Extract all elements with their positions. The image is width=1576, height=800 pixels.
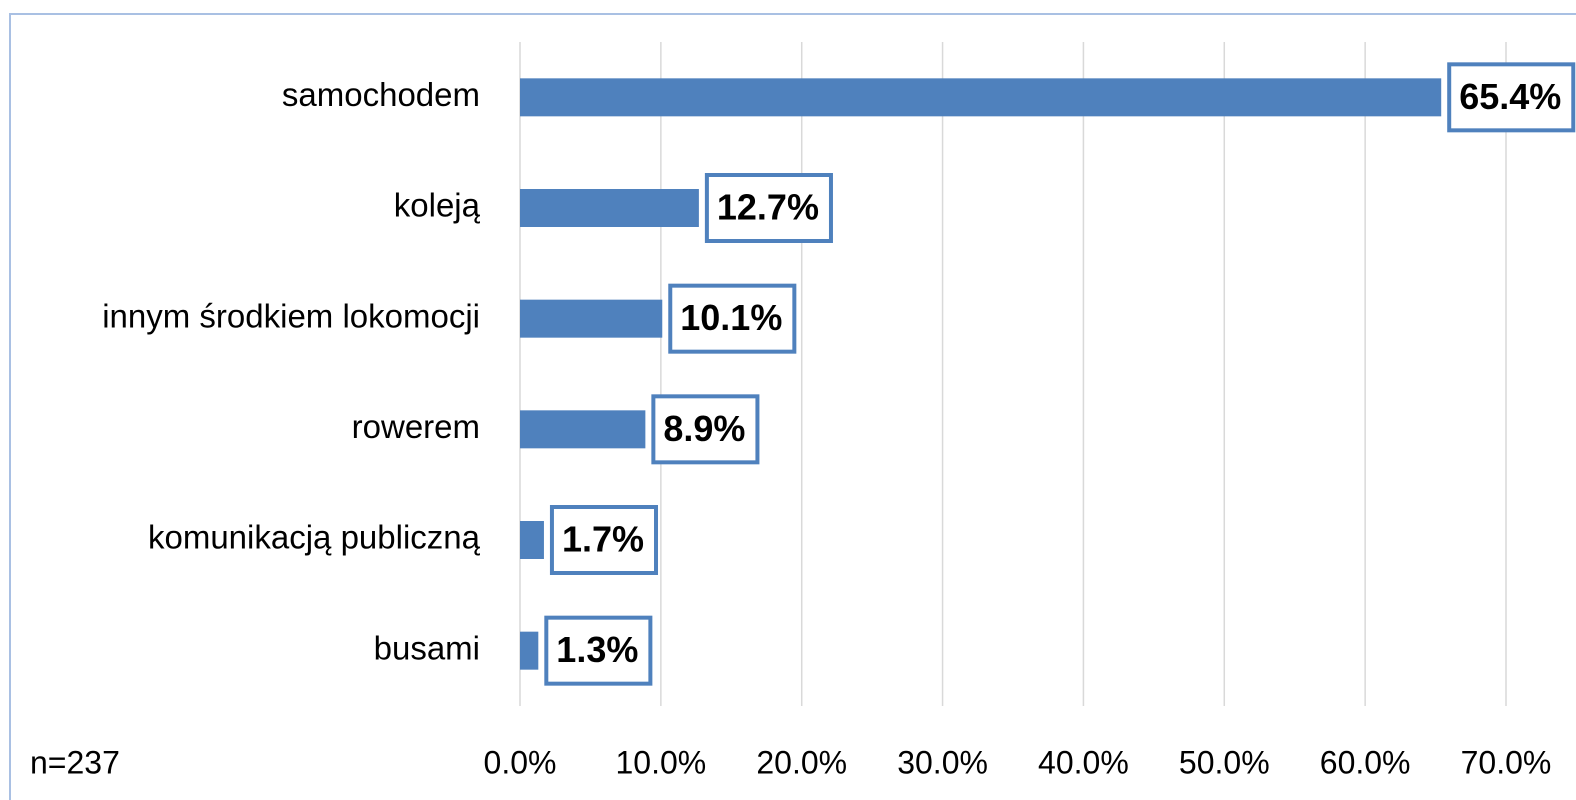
value-label-box xyxy=(544,615,653,686)
x-tick-label: 0.0% xyxy=(484,744,557,780)
chart-frame xyxy=(9,13,1576,800)
value-label-box xyxy=(1447,62,1576,133)
value-label: 8.9% xyxy=(663,408,745,449)
value-label: 10.1% xyxy=(680,297,782,338)
y-tick-label: busami xyxy=(374,629,480,666)
bar xyxy=(520,299,663,338)
y-tick-label: samochodem xyxy=(282,76,480,113)
value-label: 65.4% xyxy=(1459,76,1561,117)
y-tick-label: koleją xyxy=(394,187,481,224)
value-label-box xyxy=(704,173,833,243)
x-tick-label: 60.0% xyxy=(1320,744,1411,780)
value-label: 1.7% xyxy=(562,519,644,560)
x-tick-label: 40.0% xyxy=(1038,744,1129,780)
x-tick-label: 50.0% xyxy=(1179,744,1270,780)
annotation: n=237 xyxy=(30,744,120,780)
bar xyxy=(520,631,539,670)
y-tick-label: rowerem xyxy=(352,408,480,445)
value-label-box xyxy=(549,505,659,575)
y-tick-label: innym środkiem lokomocji xyxy=(102,297,480,334)
x-tick-label: 70.0% xyxy=(1461,744,1552,780)
value-label-box xyxy=(668,283,797,354)
x-tick-label: 30.0% xyxy=(897,744,988,780)
y-tick-label: komunikacją publiczną xyxy=(148,519,481,556)
x-tick-label: 10.0% xyxy=(615,744,706,780)
value-label: 12.7% xyxy=(717,187,819,228)
bar xyxy=(520,521,544,559)
bar xyxy=(520,189,699,227)
bar xyxy=(520,410,646,449)
x-tick-label: 20.0% xyxy=(756,744,847,780)
value-label-box xyxy=(651,394,760,465)
bar xyxy=(520,78,1442,117)
value-label: 1.3% xyxy=(556,629,638,670)
